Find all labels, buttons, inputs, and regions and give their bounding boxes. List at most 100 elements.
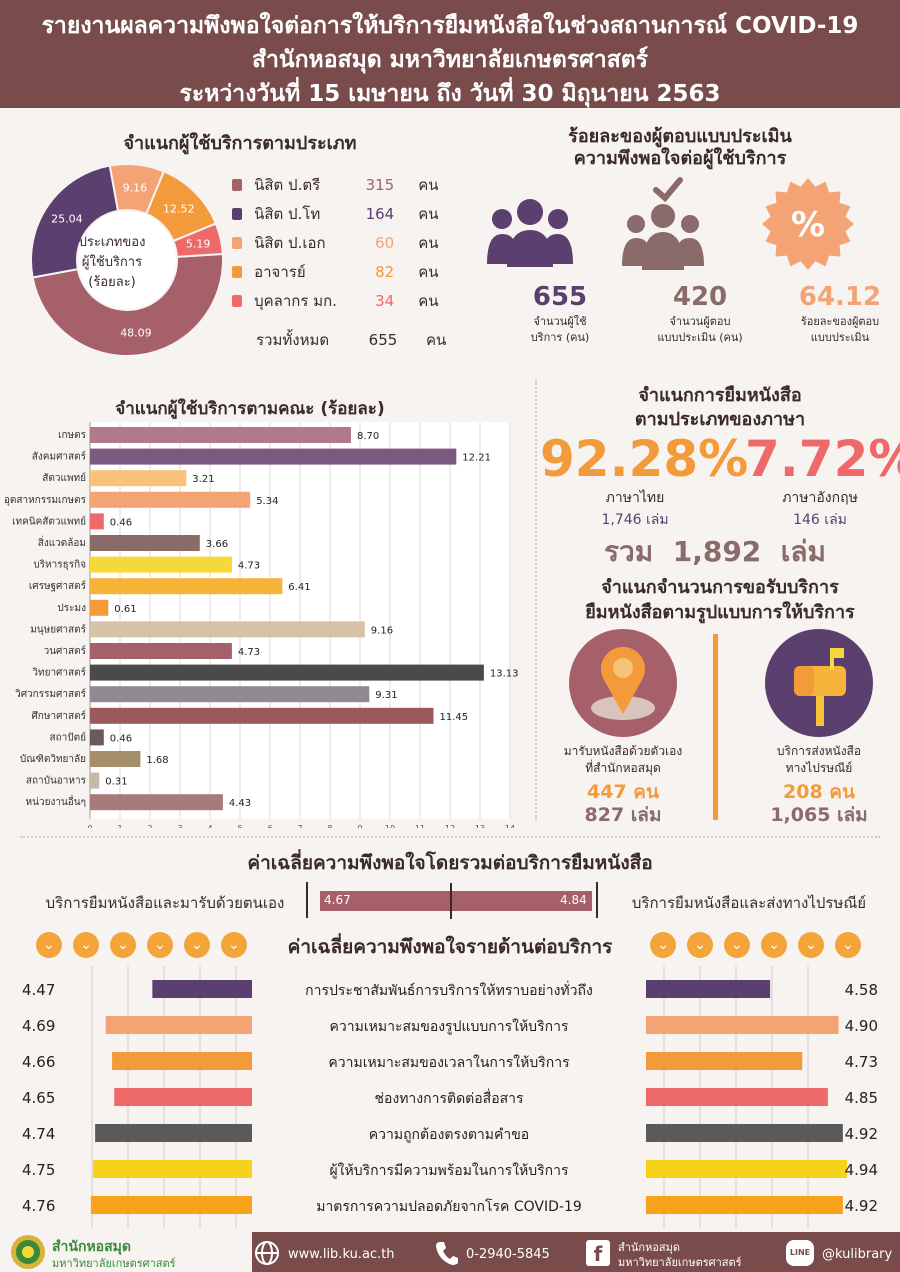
x-tick-label: 6 — [267, 824, 272, 828]
legend-item-บุคลากร-มก.: บุคลากร มก. 34 คน — [232, 291, 452, 311]
x-tick-label: 14 — [505, 824, 515, 828]
x-tick-label: 9 — [357, 824, 362, 828]
aspect-left-value: 4.76 — [22, 1197, 55, 1215]
percent-badge-icon: % — [762, 178, 854, 270]
category-label: สถาปัตย์ — [50, 731, 86, 743]
x-tick-label: 10 — [385, 824, 395, 828]
bar-value-label: 9.16 — [371, 625, 393, 636]
bar-value-label: 3.21 — [192, 474, 214, 485]
section-divider — [535, 380, 537, 820]
legend-name: นิสิต ป.เอก — [254, 234, 326, 252]
bar-เศรษฐศาสตร์ — [90, 578, 283, 595]
legend-item-นิสิต-ป.เอก: นิสิต ป.เอก 60 คน — [232, 233, 452, 253]
aspect-right-bar — [646, 1160, 848, 1178]
legend-count: 82 — [375, 263, 395, 281]
user-type-donut-chart: 48.09 25.04 9.16 12.52 5.19 — [30, 163, 224, 357]
legend-name: นิสิต ป.โท — [254, 205, 321, 223]
stat-label-line2: บริการ (คน) — [530, 331, 590, 344]
chevron-down-icon: ⌄ — [761, 932, 787, 958]
legend-item-นิสิต-ป.โท: นิสิต ป.โท 164 คน — [232, 204, 452, 224]
category-label: วิศวกรรมศาสตร์ — [15, 688, 87, 700]
aspect-right-bar — [646, 980, 771, 998]
post-label-line2: ทางไปรษณีย์ — [785, 761, 853, 775]
footer-line-id[interactable]: @kulibrary — [822, 1247, 893, 1262]
bar-value-label: 0.31 — [105, 777, 127, 788]
globe-icon — [255, 1241, 279, 1265]
aspect-label: ความเหมาะสมของรูปแบบการให้บริการ — [330, 1018, 569, 1035]
aspect-label: ช่องทางการติดต่อสื่อสาร — [374, 1089, 524, 1107]
chevron-down-icon: ⌄ — [221, 932, 247, 958]
pickup-label: มารับหนังสือด้วยตัวเอง ที่สำนักหอสมุด — [548, 743, 698, 777]
pickup-books: 827 เล่ม — [584, 804, 662, 826]
bar-value-label: 4.43 — [229, 798, 251, 809]
aspect-right-bar — [646, 1016, 839, 1034]
bar-เกษตร — [90, 427, 351, 443]
donut-center-line1: ประเภทของ — [78, 235, 146, 250]
footer-phone[interactable]: 0-2940-5845 — [466, 1247, 550, 1262]
category-label: หน่วยงานอื่นๆ — [26, 794, 86, 808]
bar-value-label: 4.73 — [238, 647, 260, 658]
aspect-right-bar — [646, 1124, 843, 1142]
language-total-value: 1,892 — [672, 535, 762, 568]
chevron-down-icon: ⌄ — [184, 932, 210, 958]
aspect-left-value: 4.75 — [22, 1161, 55, 1179]
overall-left-label: บริการยืมหนังสือและมารับด้วยตนเอง — [45, 894, 285, 912]
stat-label-line1: จำนวนผู้ใช้ — [533, 315, 587, 328]
category-label: สิ่งแวดล้อม — [38, 535, 86, 549]
chevron-down-icon: ⌄ — [36, 932, 62, 958]
aspect-right-value: 4.58 — [845, 981, 878, 999]
aspect-left-bar — [112, 1052, 252, 1070]
footer-org-line2: มหาวิทยาลัยเกษตรศาสตร์ — [52, 1257, 176, 1270]
donut-slice-นิสิต-ป.ตรี — [31, 252, 224, 357]
bar-วนศาสตร์ — [90, 643, 232, 659]
language-total-prefix: รวม — [604, 535, 654, 568]
donut-center-label: ประเภทของ ผู้ใช้บริการ (ร้อยละ) — [64, 233, 160, 293]
footer-website-link[interactable]: www.lib.ku.ac.th — [288, 1247, 395, 1262]
pickup-people: 447 คน — [587, 781, 659, 803]
aspect-right-value: 4.92 — [845, 1197, 878, 1215]
overall-bar — [320, 891, 592, 911]
aspect-left-value: 4.47 — [22, 981, 55, 999]
service-mode-title-line2: ยืมหนังสือตามรูปแบบการให้บริการ — [585, 602, 855, 623]
university-seal-icon — [11, 1235, 45, 1269]
donut-slice-label: 5.19 — [186, 238, 211, 251]
category-label: วิทยาศาสตร์ — [32, 667, 87, 679]
line-app-icon[interactable]: LINE — [786, 1240, 814, 1266]
footer-fb-line2[interactable]: มหาวิทยาลัยเกษตรศาสตร์ — [618, 1256, 742, 1269]
pickup-label-line1: มารับหนังสือด้วยตัวเอง — [563, 744, 683, 758]
report-subtitle: สำนักหอสมุด มหาวิทยาลัยเกษตรศาสตร์ — [251, 47, 649, 73]
legend-unit: คน — [418, 263, 439, 281]
overall-right-value: 4.84 — [560, 893, 587, 907]
pickup-label-line2: ที่สำนักหอสมุด — [585, 761, 661, 775]
right-chevron-row: ⌄ ⌄ ⌄ ⌄ ⌄ ⌄ — [650, 932, 870, 960]
thai-books: 1,746 เล่ม — [601, 512, 669, 528]
category-label: บริหารธุรกิจ — [33, 560, 86, 571]
post-label-line1: บริการส่งหนังสือ — [776, 744, 862, 758]
aspect-label: มาตรการความปลอดภัยจากโรค COVID-19 — [316, 1198, 582, 1215]
legend-swatch — [232, 208, 243, 220]
category-label: สัตวแพทย์ — [42, 472, 86, 484]
bar-สิ่งแวดล้อม — [90, 535, 200, 551]
english-label: ภาษาอังกฤษ — [782, 490, 858, 506]
bar-value-label: 11.45 — [440, 712, 469, 723]
aspect-right-bar — [646, 1088, 828, 1106]
x-tick-label: 13 — [475, 824, 485, 828]
mailbox-icon — [765, 629, 873, 737]
x-tick-label: 11 — [415, 824, 425, 828]
phone-icon — [436, 1242, 458, 1265]
legend-item-อาจารย์: อาจารย์ 82 คน — [232, 262, 452, 282]
english-percent: 7.72% — [745, 430, 900, 488]
footer-fb-line1[interactable]: สำนักหอสมุด — [618, 1241, 681, 1254]
total-label: รวมทั้งหมด — [256, 331, 330, 349]
category-label: สังคมศาสตร์ — [32, 451, 87, 463]
bar-ศึกษาศาสตร์ — [90, 707, 434, 724]
facebook-icon[interactable]: f — [586, 1240, 610, 1266]
aspect-right-value: 4.85 — [845, 1089, 878, 1107]
bar-สัตวแพทย์ — [90, 470, 187, 487]
category-label: เศรษฐศาสตร์ — [29, 580, 87, 592]
response-title: ร้อยละของผู้ตอบแบบประเมิน ความพึงพอใจต่อ… — [470, 126, 890, 170]
legend-item-นิสิต-ป.ตรี: นิสิต ป.ตรี 315 คน — [232, 175, 452, 195]
donut-slice-บุคลากร-มก. — [171, 222, 224, 258]
aspect-label: การประชาสัมพันธ์การบริการให้ทราบอย่างทั่… — [305, 981, 593, 999]
aspect-left-bar — [114, 1088, 252, 1106]
